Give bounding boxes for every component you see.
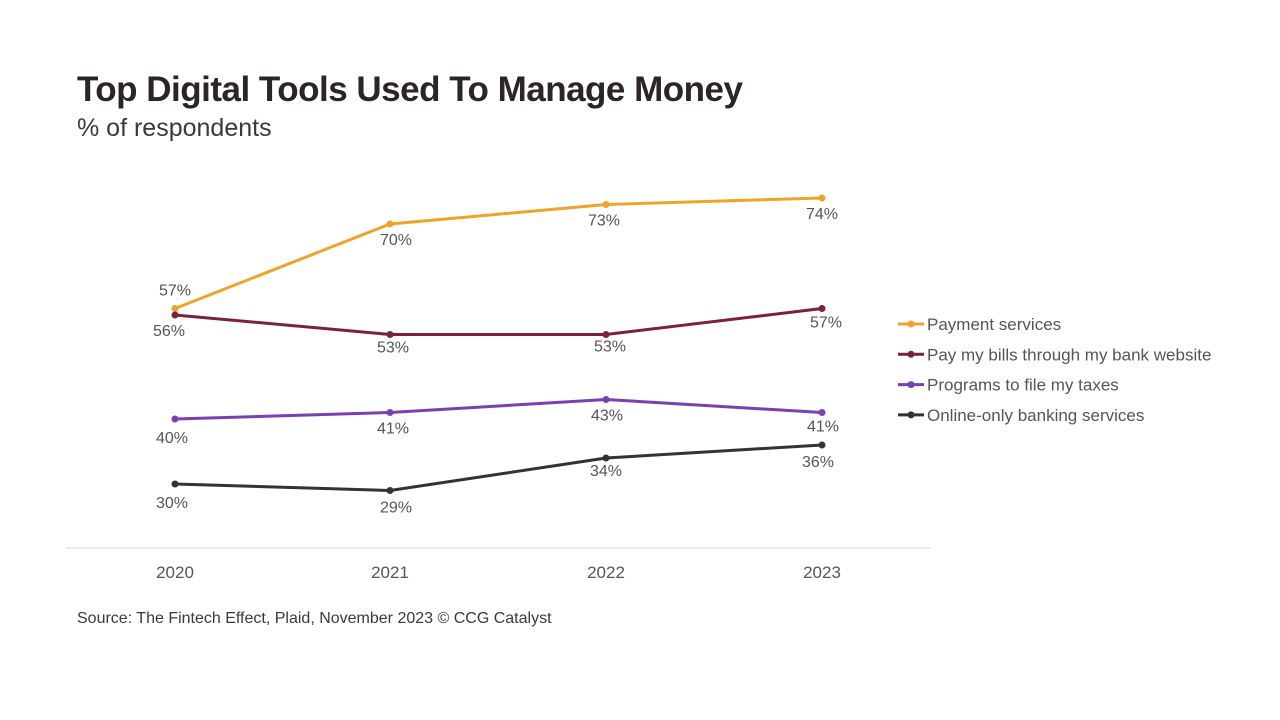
data-point <box>818 409 826 416</box>
legend-swatch-marker <box>907 411 915 419</box>
data-label: 56% <box>153 323 185 340</box>
data-label: 70% <box>380 232 412 249</box>
data-point <box>171 305 179 312</box>
data-label: 74% <box>806 206 838 223</box>
data-point <box>602 454 610 462</box>
data-label: 73% <box>588 213 620 230</box>
series-line-1 <box>173 196 824 310</box>
chart-title: Top Digital Tools Used To Manage Money <box>77 70 743 109</box>
series-line-2 <box>173 307 824 336</box>
data-point <box>386 220 394 228</box>
data-point <box>386 331 394 338</box>
data-point <box>602 331 610 338</box>
x-tick-label: 2022 <box>587 563 625 582</box>
data-label: 43% <box>591 408 623 425</box>
series-line-4 <box>173 443 824 492</box>
data-point <box>602 201 610 208</box>
data-point <box>171 311 179 319</box>
data-label: 40% <box>156 430 188 447</box>
data-label: 34% <box>590 463 622 480</box>
data-point <box>386 409 394 416</box>
data-label: 53% <box>377 340 409 357</box>
data-label: 41% <box>807 419 839 436</box>
data-label: 53% <box>594 339 626 356</box>
source-note: Source: The Fintech Effect, Plaid, Novem… <box>77 610 552 627</box>
legend-label: Payment services <box>927 315 1061 334</box>
data-label: 57% <box>159 283 191 300</box>
data-point <box>386 487 394 494</box>
legend-swatch-marker <box>907 350 915 358</box>
series-line-3 <box>173 398 824 421</box>
legend-swatch-marker <box>907 381 915 389</box>
data-label: 30% <box>156 495 188 512</box>
data-point <box>171 415 179 423</box>
legend-swatch-marker <box>907 320 915 328</box>
data-point <box>818 194 826 202</box>
data-label: 41% <box>377 421 409 438</box>
data-point <box>818 305 826 312</box>
x-tick-label: 2021 <box>371 563 409 582</box>
data-label: 29% <box>380 500 412 517</box>
legend-label: Programs to file my taxes <box>927 376 1119 395</box>
data-label: 36% <box>802 454 834 471</box>
data-point <box>602 396 610 403</box>
data-label: 57% <box>810 315 842 332</box>
legend-label: Pay my bills through my bank website <box>927 345 1211 364</box>
data-point <box>818 441 826 449</box>
data-point <box>171 480 179 488</box>
legend-label: Online-only banking services <box>927 406 1144 425</box>
x-tick-label: 2023 <box>803 563 841 582</box>
chart-subtitle: % of respondents <box>77 114 272 142</box>
x-tick-label: 2020 <box>156 563 194 582</box>
